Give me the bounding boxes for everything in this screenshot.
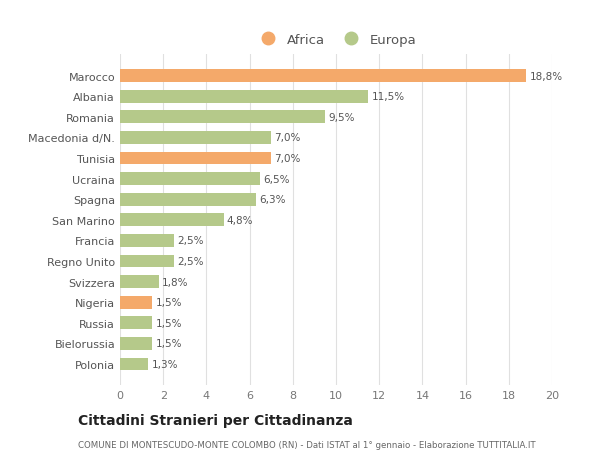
Legend: Africa, Europa: Africa, Europa (250, 28, 422, 52)
Bar (120, 90, 368, 103)
Bar (120, 193, 256, 206)
Bar (120, 317, 152, 330)
Text: 6,5%: 6,5% (263, 174, 290, 184)
Text: 1,8%: 1,8% (162, 277, 188, 287)
Bar (120, 152, 271, 165)
Text: Cittadini Stranieri per Cittadinanza: Cittadini Stranieri per Cittadinanza (78, 414, 353, 428)
Bar (120, 337, 152, 350)
Bar (120, 70, 526, 83)
Text: 2,5%: 2,5% (177, 257, 204, 266)
Text: 2,5%: 2,5% (177, 236, 204, 246)
Bar (120, 111, 325, 124)
Bar (120, 235, 174, 247)
Bar (120, 173, 260, 185)
Bar (120, 358, 148, 370)
Text: 7,0%: 7,0% (274, 154, 301, 164)
Bar (120, 255, 174, 268)
Text: 9,5%: 9,5% (328, 112, 355, 123)
Text: 6,3%: 6,3% (259, 195, 286, 205)
Text: 18,8%: 18,8% (529, 72, 562, 81)
Text: 1,5%: 1,5% (155, 297, 182, 308)
Bar (120, 275, 159, 288)
Text: COMUNE DI MONTESCUDO-MONTE COLOMBO (RN) - Dati ISTAT al 1° gennaio - Elaborazion: COMUNE DI MONTESCUDO-MONTE COLOMBO (RN) … (78, 441, 536, 449)
Bar (120, 132, 271, 145)
Text: 1,3%: 1,3% (151, 359, 178, 369)
Text: 11,5%: 11,5% (371, 92, 405, 102)
Text: 7,0%: 7,0% (274, 133, 301, 143)
Text: 4,8%: 4,8% (227, 215, 253, 225)
Bar (120, 296, 152, 309)
Text: 1,5%: 1,5% (155, 318, 182, 328)
Text: 1,5%: 1,5% (155, 339, 182, 348)
Bar (120, 214, 224, 227)
